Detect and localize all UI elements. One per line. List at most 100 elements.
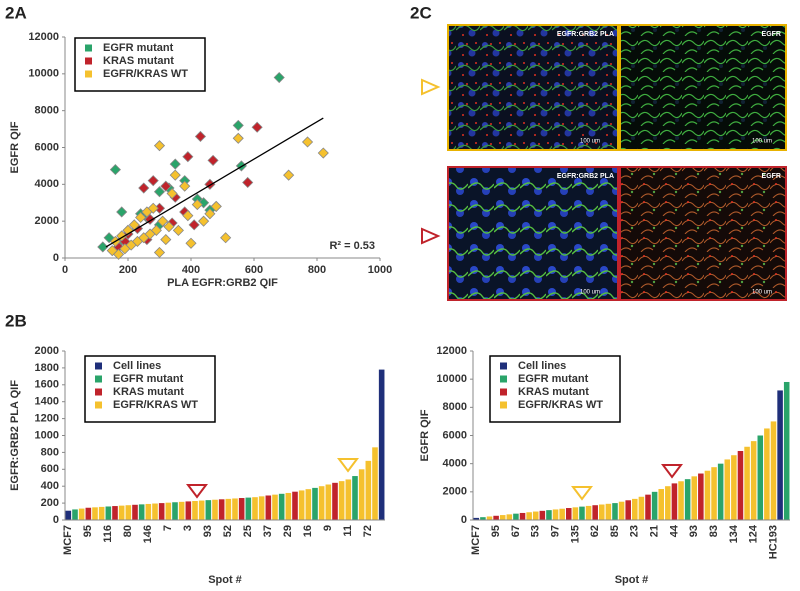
bar bbox=[764, 428, 770, 520]
bar bbox=[138, 504, 145, 520]
scatter-point bbox=[182, 151, 194, 163]
bar bbox=[98, 506, 105, 520]
bar bbox=[539, 510, 546, 520]
y-axis-title: EGFR:GRB2 PLA QIF bbox=[9, 380, 21, 491]
bar bbox=[325, 484, 332, 520]
bar bbox=[78, 508, 85, 520]
x-axis-title: Spot # bbox=[208, 574, 242, 586]
bar bbox=[212, 499, 218, 520]
bar bbox=[651, 491, 658, 520]
bar bbox=[198, 500, 205, 520]
y-tick-label: 1200 bbox=[35, 413, 59, 425]
y-tick-label: 200 bbox=[41, 497, 59, 509]
marker-triangle bbox=[661, 464, 683, 479]
y-tick-label: 6000 bbox=[443, 429, 467, 441]
scale-label: 100 um bbox=[752, 139, 772, 145]
y-tick-label: 2000 bbox=[443, 486, 467, 498]
scale-label: 100 um bbox=[752, 290, 772, 296]
bar bbox=[185, 501, 192, 520]
bar bbox=[378, 369, 385, 520]
x-tick-label: 200 bbox=[119, 264, 137, 276]
micrograph bbox=[447, 166, 619, 301]
bar bbox=[546, 510, 552, 520]
x-tick-label: 600 bbox=[245, 264, 263, 276]
y-tick-label: 1800 bbox=[35, 362, 59, 374]
x-tick-label: HC193 bbox=[767, 525, 779, 559]
scatter-point bbox=[317, 147, 329, 159]
scatter-point bbox=[141, 206, 153, 218]
scatter-point bbox=[103, 232, 115, 244]
bar bbox=[632, 498, 638, 520]
bar bbox=[513, 513, 519, 520]
marker-triangle bbox=[186, 484, 208, 499]
marker-triangle bbox=[337, 458, 359, 473]
bar bbox=[579, 506, 585, 520]
legend-label: KRAS mutant bbox=[103, 55, 174, 67]
x-tick-label: 23 bbox=[629, 525, 641, 537]
bar bbox=[205, 500, 212, 520]
bar bbox=[731, 455, 737, 520]
bar bbox=[172, 502, 178, 520]
bar bbox=[698, 473, 704, 520]
bar bbox=[592, 505, 598, 520]
bar bbox=[245, 497, 252, 520]
bar bbox=[770, 421, 777, 520]
scatter-point bbox=[198, 215, 210, 227]
bar bbox=[105, 506, 112, 520]
bar bbox=[532, 511, 539, 520]
bar bbox=[125, 505, 132, 520]
bar bbox=[678, 481, 684, 520]
scatter-point bbox=[188, 219, 200, 231]
bar bbox=[684, 479, 691, 520]
legend-swatch bbox=[500, 401, 507, 409]
scatter-point bbox=[116, 206, 128, 218]
panel-label: 2B bbox=[5, 311, 27, 330]
x-tick-label: 37 bbox=[262, 525, 274, 537]
panel-label: 2C bbox=[410, 3, 432, 22]
y-tick-label: 12000 bbox=[28, 31, 59, 43]
y-tick-label: 0 bbox=[53, 514, 59, 526]
annotation: R² = 0.53 bbox=[329, 240, 375, 252]
y-tick-label: 800 bbox=[41, 446, 59, 458]
bar bbox=[318, 486, 325, 520]
marker-triangle bbox=[421, 227, 441, 245]
legend-swatch bbox=[95, 388, 102, 396]
bar bbox=[599, 504, 605, 520]
y-tick-label: 8000 bbox=[443, 401, 467, 413]
bar bbox=[365, 460, 372, 520]
scatter-point bbox=[232, 132, 244, 144]
x-tick-label: MCF7 bbox=[62, 525, 74, 555]
micrograph bbox=[447, 24, 619, 151]
x-tick-label: 25 bbox=[242, 525, 254, 537]
scatter-point bbox=[135, 211, 147, 224]
scatter-point bbox=[169, 169, 181, 181]
legend-label: Cell lines bbox=[518, 360, 566, 372]
bar bbox=[499, 515, 506, 520]
bar bbox=[92, 507, 98, 520]
scatter-point bbox=[138, 182, 150, 194]
bar bbox=[783, 381, 790, 520]
y-tick-label: 4000 bbox=[35, 178, 59, 190]
x-tick-label: 83 bbox=[708, 525, 720, 537]
bar bbox=[658, 489, 664, 520]
scatter-point bbox=[273, 71, 285, 84]
bar bbox=[292, 491, 298, 520]
bar bbox=[165, 502, 172, 520]
scatter-point bbox=[172, 224, 184, 236]
legend-swatch bbox=[95, 362, 102, 370]
marker-triangle bbox=[571, 486, 593, 501]
y-tick-label: 400 bbox=[41, 480, 59, 492]
bar bbox=[352, 476, 358, 520]
bar bbox=[711, 467, 717, 520]
legend-swatch bbox=[95, 375, 102, 383]
x-tick-label: 80 bbox=[122, 525, 134, 537]
x-tick-label: 52 bbox=[222, 525, 234, 537]
y-axis-title: EGFR QIF bbox=[419, 409, 431, 461]
scatter-point bbox=[160, 180, 172, 192]
y-tick-label: 6000 bbox=[35, 141, 59, 153]
bar bbox=[559, 508, 565, 520]
x-tick-label: 124 bbox=[748, 524, 760, 543]
legend-swatch bbox=[500, 388, 507, 396]
bar bbox=[777, 390, 783, 520]
x-tick-label: 3 bbox=[182, 525, 194, 531]
